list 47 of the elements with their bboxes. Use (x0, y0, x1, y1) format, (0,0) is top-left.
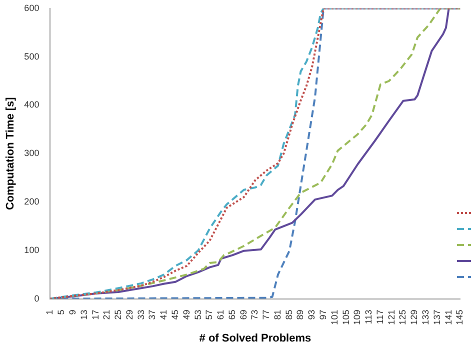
x-axis-title: # of Solved Problems (199, 332, 312, 344)
x-tick-label: 29 (124, 310, 134, 320)
x-tick-label: 145 (454, 310, 465, 325)
x-tick-label: 97 (318, 310, 328, 320)
x-tick-label: 113 (364, 310, 374, 324)
x-tick-label: 53 (192, 310, 203, 320)
x-tick-label: 133 (420, 310, 431, 325)
y-tick-label: 200 (24, 196, 40, 206)
y-tick-label: 500 (24, 51, 40, 62)
y-tick-label: 600 (24, 2, 40, 13)
x-tick-label: 125 (398, 310, 408, 325)
x-tick-label: 89 (295, 310, 306, 320)
x-tick-label: 117 (374, 310, 385, 324)
x-tick-label: 101 (329, 310, 340, 325)
x-tick-label: 49 (181, 310, 192, 320)
x-tick-label: 81 (272, 310, 282, 320)
x-tick-label: 33 (136, 310, 146, 320)
x-tick-label: 61 (216, 310, 226, 320)
x-tick-label: 5 (56, 310, 66, 315)
y-tick-label: 100 (24, 244, 40, 255)
x-tick-label: 121 (386, 310, 396, 325)
x-tick-label: 65 (226, 310, 237, 320)
x-tick-label: 41 (158, 310, 169, 320)
x-tick-label: 57 (204, 310, 214, 320)
x-tick-label: 77 (261, 310, 272, 320)
x-tick-label: 45 (170, 310, 180, 320)
x-tick-label: 129 (409, 310, 420, 325)
line-series (50, 8, 460, 299)
x-tick-label: 37 (147, 310, 158, 320)
x-tick-label: 9 (67, 310, 78, 315)
x-tick-label: 73 (250, 310, 260, 320)
x-tick-label: 25 (113, 310, 124, 320)
x-tick-label: 105 (340, 310, 351, 325)
y-axis-title: Computation Time [s] (4, 96, 17, 210)
x-tick-label: 17 (90, 310, 100, 320)
x-tick-label: 141 (443, 310, 454, 325)
x-tick-label: 1 (44, 310, 55, 315)
x-tick-label: 13 (78, 310, 89, 320)
y-tick-label: 300 (24, 148, 40, 158)
y-tick-label: 0 (34, 293, 40, 304)
y-tick-label: 400 (24, 100, 40, 110)
x-tick-label: 137 (432, 310, 442, 325)
x-tick-label: 21 (102, 310, 112, 320)
x-tick-label: 109 (352, 310, 362, 325)
x-tick-label: 85 (284, 310, 294, 320)
x-tick-label: 69 (238, 310, 248, 320)
x-tick-label: 93 (306, 310, 317, 320)
